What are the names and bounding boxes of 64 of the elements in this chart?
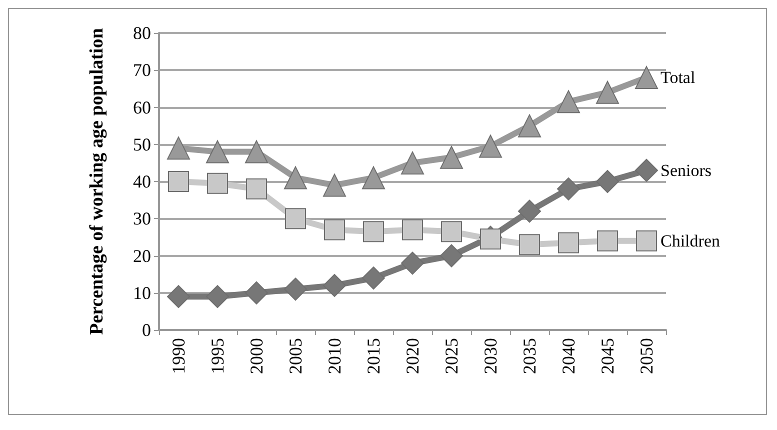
point: [167, 285, 190, 308]
point: [440, 146, 463, 169]
y-tick-label: 30: [133, 208, 151, 229]
x-tick-label: 2045: [598, 338, 618, 374]
point: [480, 228, 501, 250]
x-tick-label: 2020: [402, 338, 422, 374]
point: [635, 158, 658, 182]
series-label: Seniors: [660, 160, 712, 180]
x-tick-label: 2040: [558, 338, 578, 374]
x-tick-label: 2035: [520, 338, 540, 374]
point: [206, 140, 229, 164]
x-tick-label: 1990: [168, 338, 188, 374]
point: [518, 200, 541, 223]
x-tick-label: 2025: [442, 338, 462, 374]
y-tick-label: 0: [142, 320, 151, 340]
y-axis-title: Percentage of working age population: [86, 28, 108, 335]
y-tick-label: 70: [133, 60, 151, 80]
y-tick-label: 60: [133, 97, 151, 118]
point: [558, 232, 579, 254]
series-label: Total: [660, 68, 696, 88]
point: [245, 281, 268, 304]
point: [363, 221, 384, 242]
x-tick-label: 2000: [246, 338, 266, 374]
point: [362, 166, 385, 190]
point: [635, 66, 658, 90]
y-tick-label: 80: [133, 23, 151, 43]
point: [596, 170, 619, 193]
point: [402, 219, 423, 240]
point: [206, 285, 229, 308]
x-tick-label: 2005: [286, 338, 306, 374]
point: [285, 208, 306, 230]
point: [167, 136, 190, 160]
point: [636, 230, 657, 252]
y-tick-label: 40: [133, 172, 151, 192]
point: [284, 278, 307, 301]
series-label: Children: [660, 231, 720, 250]
point: [518, 114, 541, 138]
point: [362, 266, 385, 290]
point: [207, 172, 228, 194]
point: [557, 90, 580, 114]
x-tick-label: 1995: [208, 338, 228, 374]
point: [323, 174, 346, 197]
point: [284, 166, 307, 190]
point: [596, 80, 619, 104]
point: [479, 134, 502, 158]
point: [519, 234, 540, 256]
x-tick-label: 2015: [364, 338, 384, 374]
point: [557, 177, 580, 200]
point: [323, 274, 346, 297]
y-tick-label: 20: [133, 246, 151, 266]
point: [441, 221, 462, 242]
y-tick-label: 10: [133, 282, 151, 303]
point: [401, 252, 424, 275]
point: [597, 230, 618, 252]
point: [168, 171, 189, 192]
point: [440, 244, 463, 268]
x-tick-label: 2030: [480, 338, 500, 374]
point: [246, 178, 267, 200]
x-tick-label: 2050: [636, 338, 656, 374]
point: [401, 151, 424, 174]
point: [324, 219, 345, 240]
point: [245, 140, 268, 164]
y-tick-label: 50: [133, 134, 151, 154]
x-tick-label: 2010: [324, 338, 344, 374]
